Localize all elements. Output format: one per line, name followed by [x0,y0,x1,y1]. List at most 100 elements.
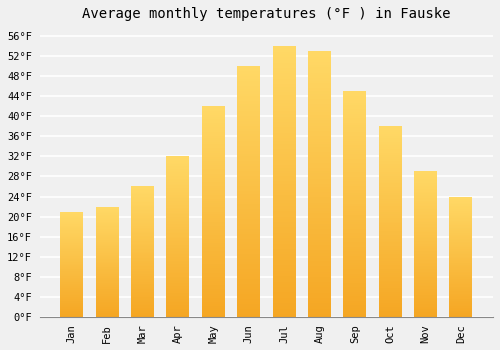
Bar [272,192,295,195]
Bar [414,288,437,289]
Bar [202,275,224,277]
Bar [166,285,190,286]
Bar [272,111,295,114]
Bar [96,248,118,250]
Bar [166,203,190,204]
Bar [202,234,224,237]
Bar [344,197,366,199]
Bar [237,139,260,141]
Bar [450,288,472,289]
Bar [378,162,402,164]
Bar [202,264,224,266]
Bar [237,174,260,176]
Bar [272,238,295,241]
Bar [60,237,83,238]
Bar [96,210,118,211]
Bar [308,131,331,134]
Bar [344,150,366,152]
Bar [450,281,472,282]
Bar [237,161,260,164]
Bar [272,249,295,252]
Bar [202,165,224,167]
Bar [60,287,83,288]
Bar [450,266,472,267]
Bar [96,230,118,231]
Bar [414,272,437,273]
Bar [131,199,154,201]
Bar [60,225,83,226]
Bar [60,263,83,264]
Bar [450,306,472,307]
Bar [202,254,224,256]
Bar [378,275,402,277]
Bar [344,175,366,177]
Bar [60,268,83,270]
Bar [237,121,260,124]
Bar [237,222,260,224]
Bar [202,273,224,275]
Bar [96,254,118,255]
Bar [96,295,118,296]
Bar [378,155,402,157]
Bar [414,247,437,248]
Bar [450,207,472,209]
Bar [202,119,224,121]
Bar [308,293,331,295]
Bar [414,201,437,202]
Bar [450,211,472,212]
Bar [308,107,331,110]
Bar [414,273,437,274]
Bar [378,301,402,303]
Bar [344,301,366,303]
Bar [237,89,260,91]
Bar [450,204,472,205]
Bar [450,198,472,199]
Bar [202,302,224,304]
Bar [202,195,224,197]
Bar [202,283,224,285]
Bar [378,277,402,279]
Bar [414,241,437,243]
Bar [308,86,331,89]
Bar [202,159,224,161]
Bar [131,222,154,223]
Bar [60,278,83,279]
Bar [166,169,190,171]
Bar [237,294,260,297]
Bar [202,172,224,174]
Bar [237,96,260,99]
Bar [202,292,224,294]
Bar [308,57,331,59]
Bar [237,254,260,257]
Bar [60,288,83,289]
Bar [378,290,402,292]
Bar [96,280,118,281]
Bar [96,256,118,257]
Bar [272,190,295,192]
Bar [272,149,295,152]
Bar [131,228,154,230]
Bar [344,285,366,287]
Bar [378,153,402,155]
Bar [202,117,224,119]
Bar [344,152,366,154]
Bar [202,287,224,289]
Bar [450,216,472,217]
Bar [308,54,331,57]
Bar [450,272,472,273]
Bar [272,68,295,71]
Bar [96,284,118,285]
Bar [166,189,190,190]
Bar [166,309,190,310]
Bar [414,276,437,278]
Bar [166,225,190,227]
Bar [272,146,295,149]
Bar [131,289,154,290]
Bar [450,315,472,317]
Bar [202,176,224,178]
Bar [414,243,437,244]
Bar [166,166,190,168]
Bar [131,198,154,200]
Bar [378,252,402,254]
Bar [237,224,260,226]
